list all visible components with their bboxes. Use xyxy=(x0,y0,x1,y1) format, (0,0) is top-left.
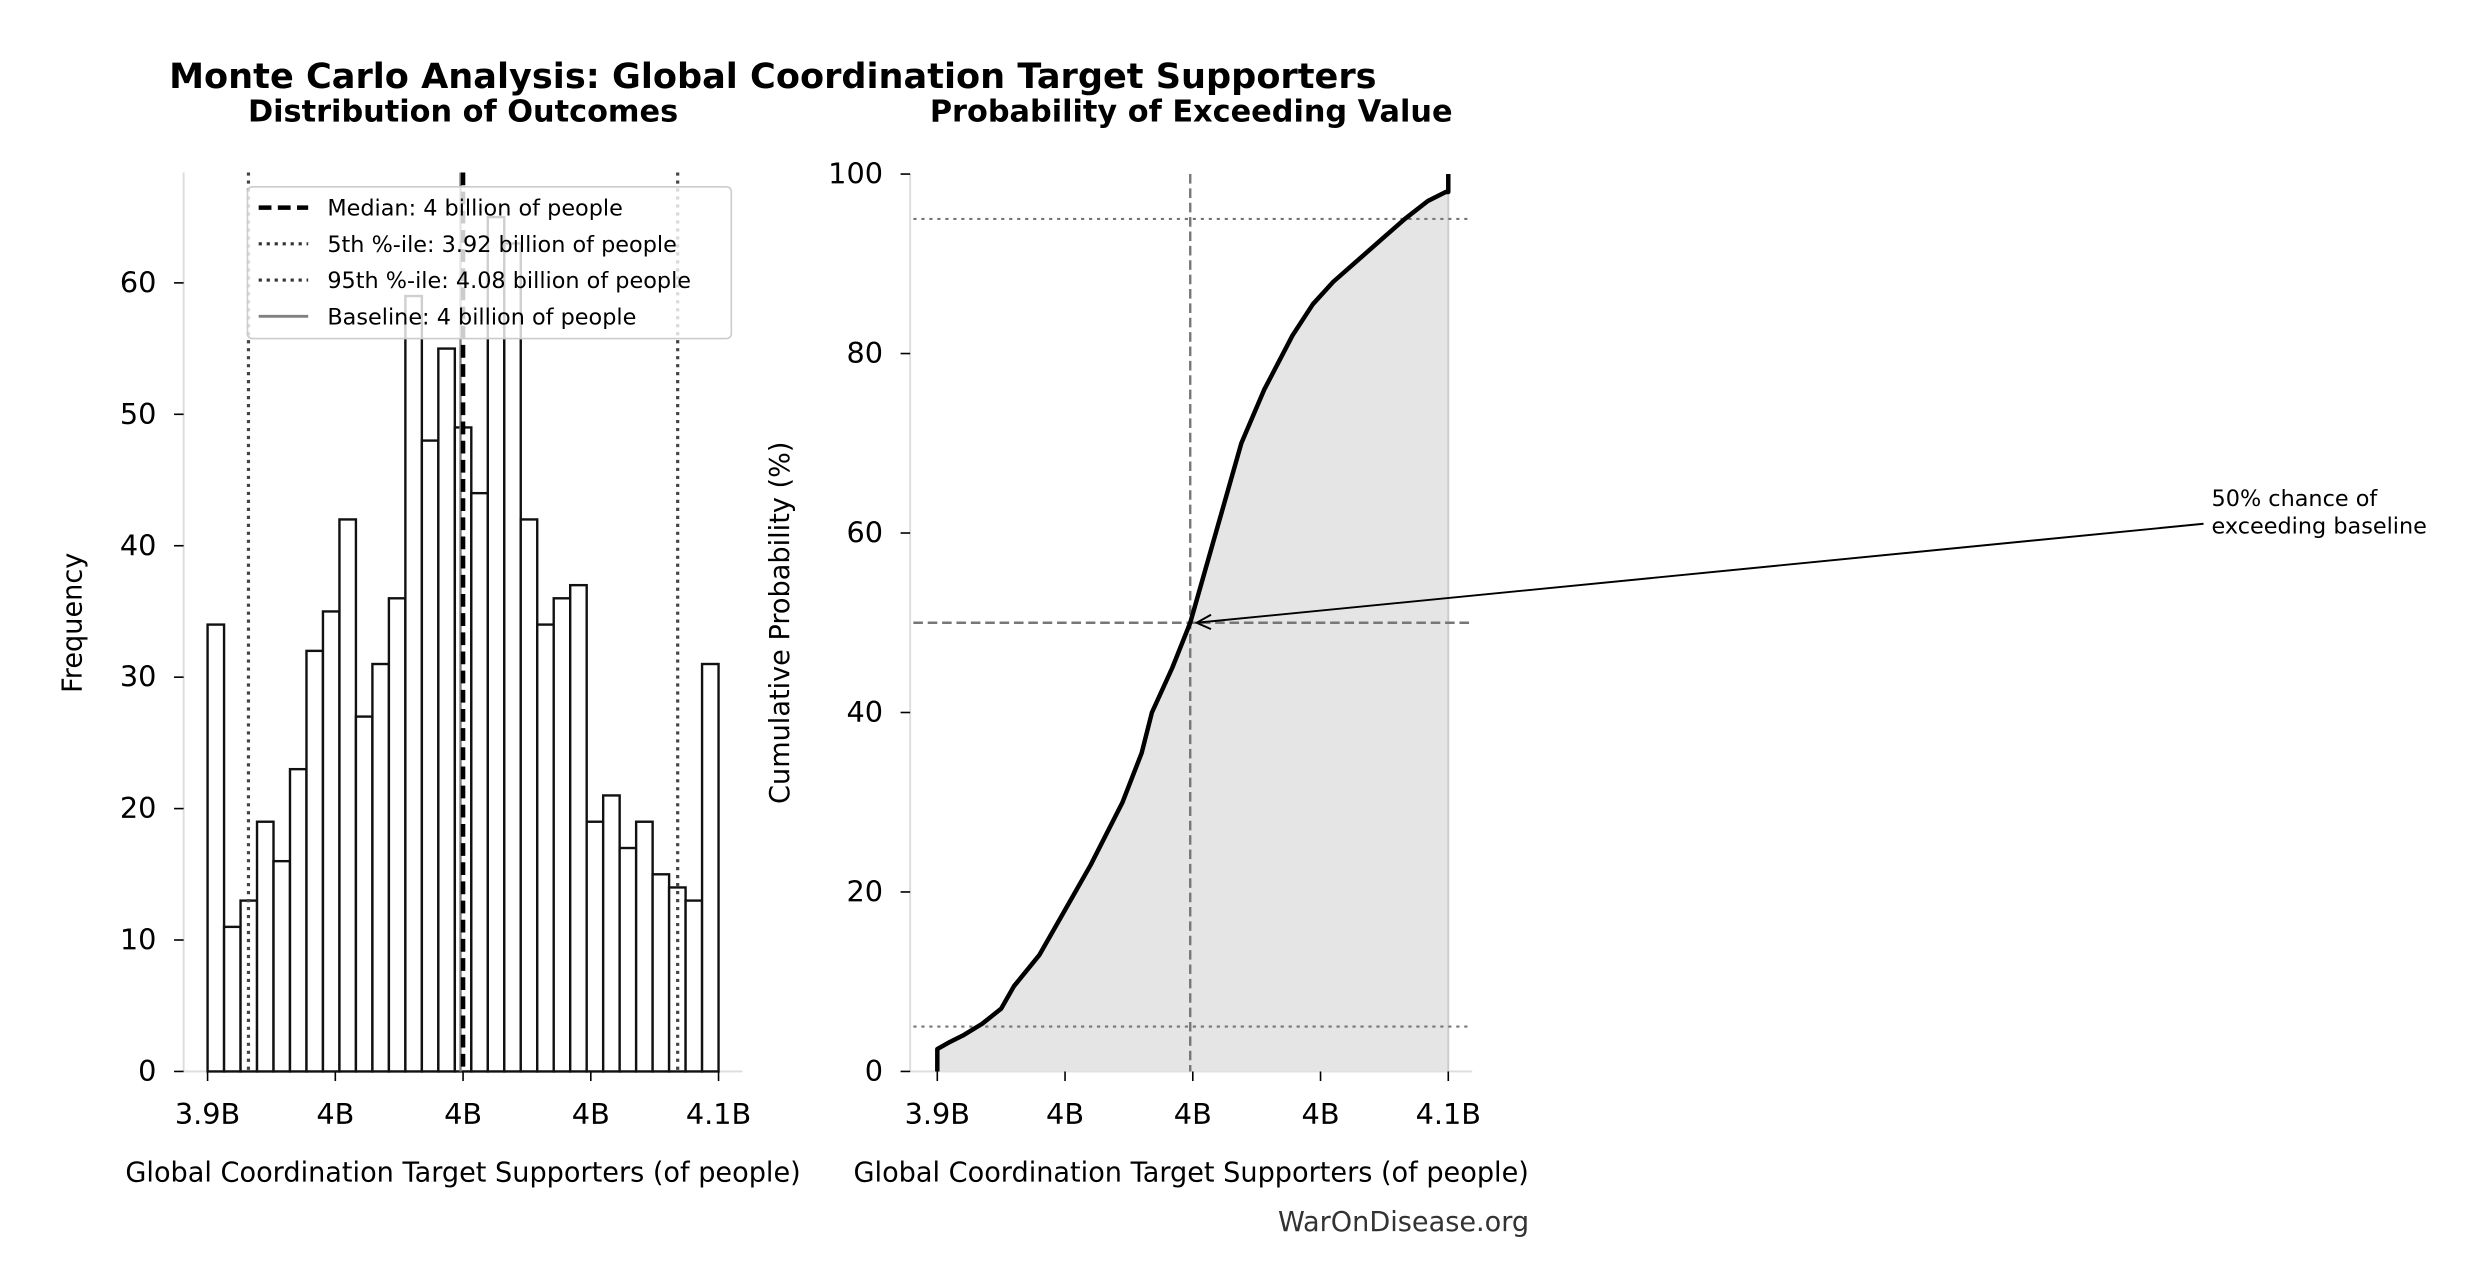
histogram-bar xyxy=(618,846,638,1073)
legend-label: Baseline: 4 billion of people xyxy=(327,304,636,330)
footer-credit: WarOnDisease.org xyxy=(1278,1207,1529,1238)
y-tick-label: 100 xyxy=(828,157,883,191)
histogram-bar xyxy=(536,623,555,1073)
y-tick-label: 60 xyxy=(846,516,883,550)
cdf-ylabel: Cumulative Probability (%) xyxy=(765,442,796,804)
histogram-bar xyxy=(552,597,572,1073)
histogram-bar xyxy=(700,662,720,1073)
y-tick-label: 20 xyxy=(846,875,883,909)
y-tick-label: 0 xyxy=(865,1054,883,1088)
legend: Median: 4 billion of people 5th %-ile: 3.… xyxy=(246,186,733,340)
histogram-bar xyxy=(651,873,671,1073)
annotation-text: exceeding baseline xyxy=(2212,513,2427,539)
y-tick-label: 10 xyxy=(120,923,157,957)
histogram-bar xyxy=(503,242,522,1073)
x-tick-label: 4.1B xyxy=(1416,1097,1481,1131)
histogram-bar xyxy=(305,649,325,1073)
y-tick-label: 30 xyxy=(120,660,157,694)
histogram-bar xyxy=(387,597,407,1073)
histogram-bar xyxy=(684,899,704,1073)
legend-label: Median: 4 billion of people xyxy=(327,196,623,222)
histogram-bar xyxy=(437,347,457,1073)
histogram-bar xyxy=(288,767,308,1073)
x-tick-label: 4.1B xyxy=(686,1097,751,1131)
legend-box xyxy=(246,186,733,340)
y-tick-label: 40 xyxy=(120,528,157,562)
histogram-bar xyxy=(321,610,341,1073)
histogram-bar xyxy=(354,715,374,1073)
hist-subtitle: Distribution of Outcomes xyxy=(248,94,678,129)
x-tick-label: 4B xyxy=(1174,1097,1212,1131)
histogram-bar xyxy=(272,859,292,1073)
cdf-subtitle: Probability of Exceeding Value xyxy=(930,94,1453,129)
histogram-bar xyxy=(519,518,539,1073)
histogram-bar xyxy=(601,794,621,1073)
arrowhead-icon xyxy=(1194,613,1212,631)
x-tick-label: 3.9B xyxy=(905,1097,970,1131)
annotation-text: 50% chance of xyxy=(2212,486,2379,512)
legend-label: 95th %-ile: 4.08 billion of people xyxy=(327,268,691,294)
histogram-bar xyxy=(255,820,275,1073)
y-tick-label: 0 xyxy=(138,1054,156,1088)
histogram-bar xyxy=(585,820,605,1073)
cdf-line xyxy=(935,174,1451,1072)
legend-label: 5th %-ile: 3.92 billion of people xyxy=(327,232,677,258)
hist-xlabel: Global Coordination Target Supporters (o… xyxy=(125,1158,800,1189)
histogram-bar xyxy=(420,439,440,1073)
x-tick-label: 4B xyxy=(1046,1097,1084,1131)
histogram-bar xyxy=(634,820,654,1073)
histogram-plot: 0 10 20 30 40 50 60 3.9B 4B 4B 4B 4.1B Median: 4 bil… xyxy=(120,172,751,1131)
histogram-bar xyxy=(404,294,424,1073)
y-tick-label: 80 xyxy=(846,336,883,370)
histogram-bar xyxy=(206,623,226,1073)
histogram-bar xyxy=(222,925,242,1073)
histogram-bar xyxy=(486,215,506,1073)
histogram-bar xyxy=(371,662,391,1073)
cdf-plot: 0 20 40 60 80 100 3.9B 4B 4B 4B 4.1B 50% chance ofe… xyxy=(828,157,2427,1131)
y-tick-label: 50 xyxy=(120,397,157,431)
annotation-arrow xyxy=(1196,522,2204,624)
histogram-bar xyxy=(569,583,588,1073)
cdf-xlabel: Global Coordination Target Supporters (o… xyxy=(854,1158,1529,1189)
y-tick-label: 60 xyxy=(120,265,157,299)
histogram-bar xyxy=(338,518,358,1073)
histogram-bar xyxy=(470,491,489,1073)
x-tick-label: 4B xyxy=(1302,1097,1340,1131)
x-tick-label: 4B xyxy=(316,1097,354,1131)
y-tick-label: 40 xyxy=(846,695,883,729)
x-tick-label: 4B xyxy=(444,1097,482,1131)
hist-ylabel: Frequency xyxy=(57,553,88,693)
x-tick-label: 4B xyxy=(572,1097,610,1131)
figure-title: Monte Carlo Analysis: Global Coordinatio… xyxy=(169,56,1376,97)
y-tick-label: 20 xyxy=(120,791,157,825)
x-tick-label: 3.9B xyxy=(175,1097,240,1131)
